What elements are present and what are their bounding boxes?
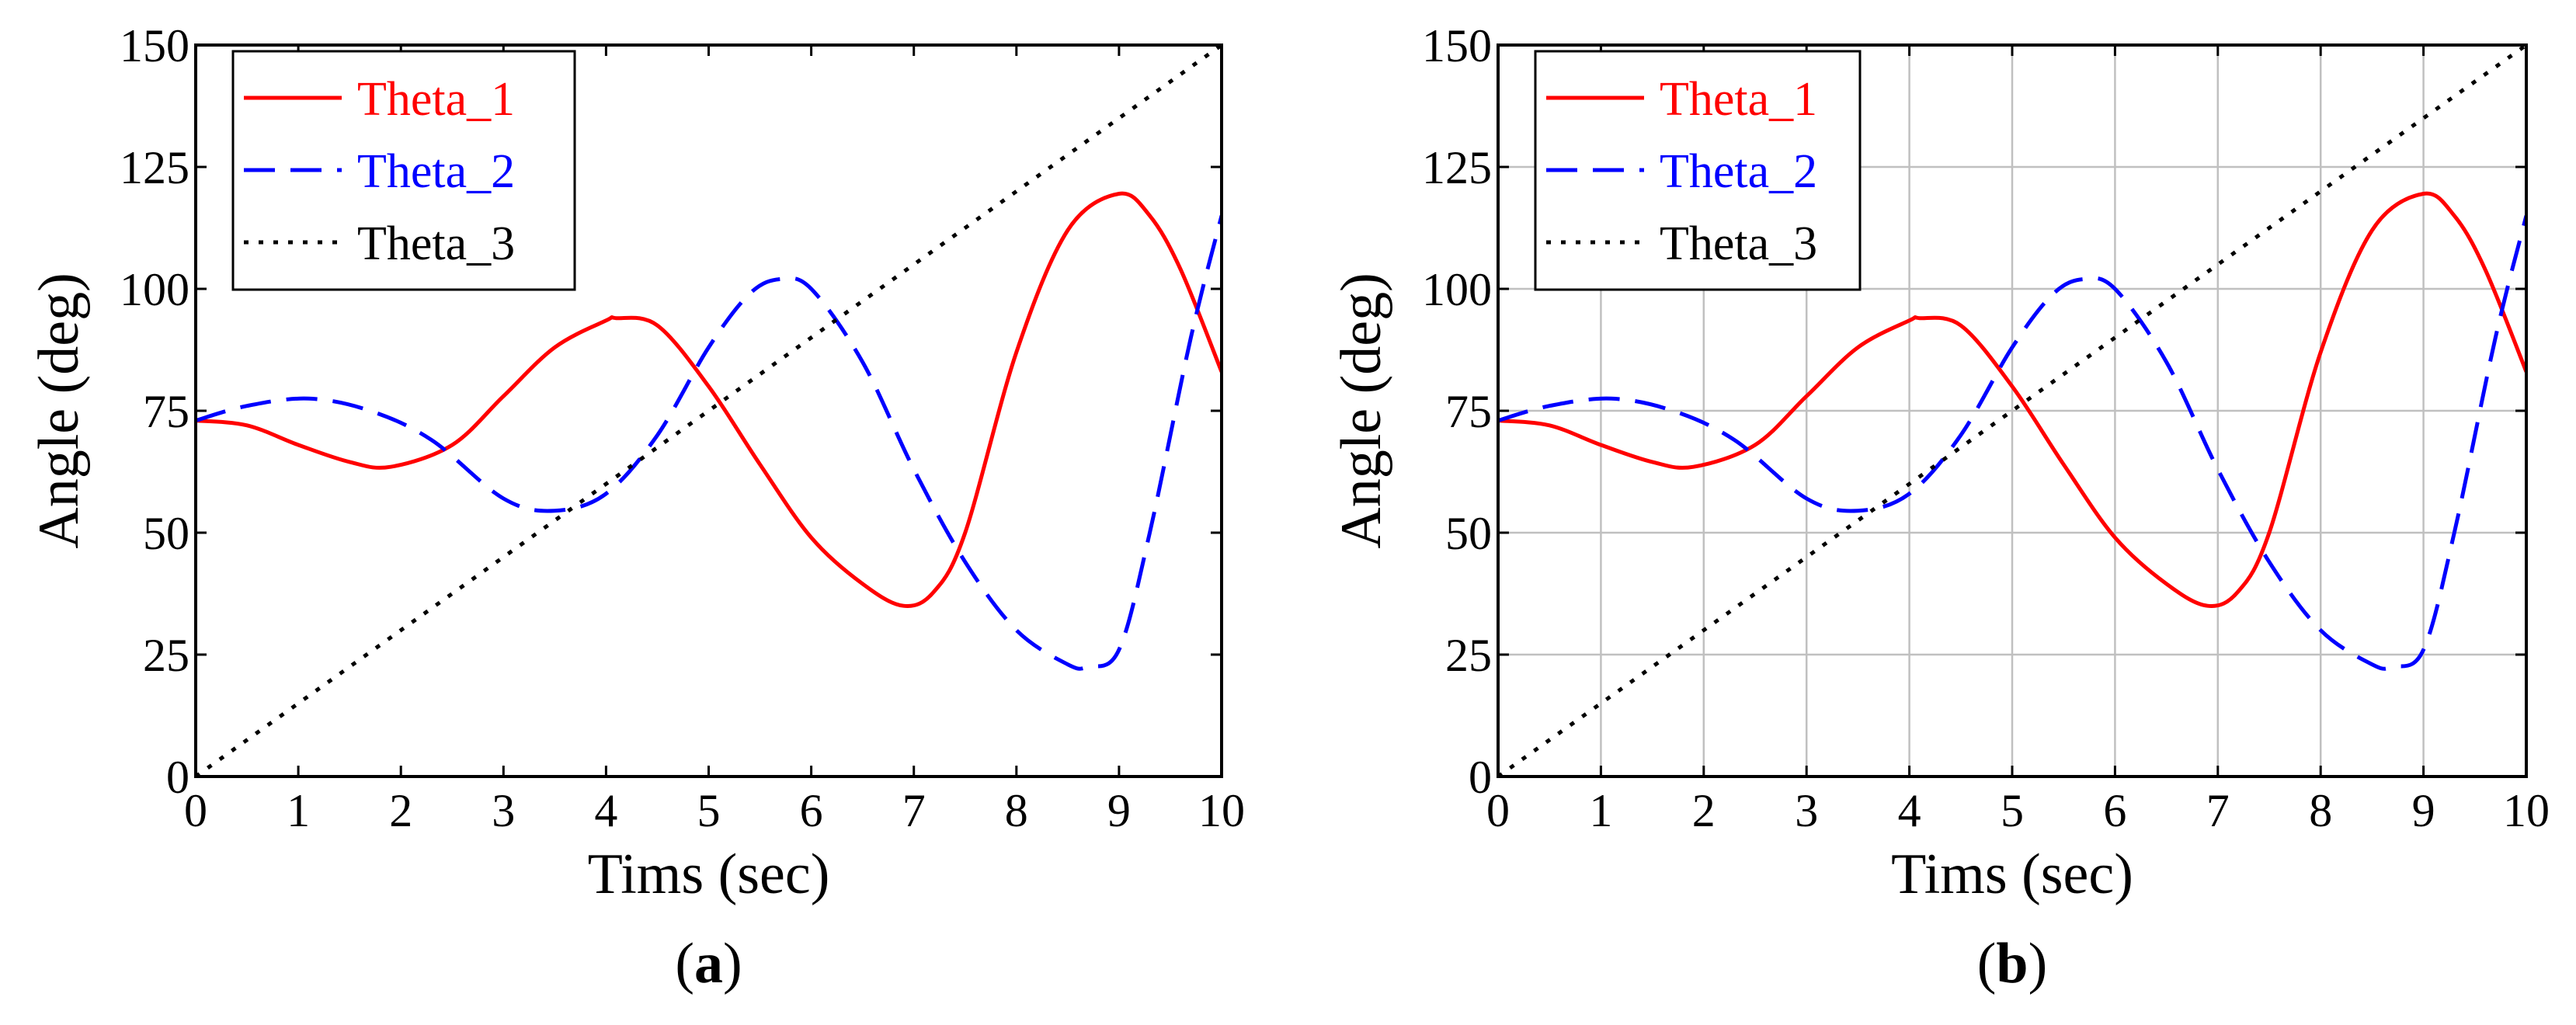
x-tick-label: 9 (2412, 785, 2435, 836)
panel-caption: (b) (1977, 932, 2047, 995)
y-tick-label: 125 (120, 142, 189, 193)
y-tick-label: 100 (120, 264, 189, 315)
series-line-theta-3 (1498, 45, 2526, 777)
y-tick-label: 0 (166, 752, 189, 803)
y-tick-label: 25 (1445, 630, 1492, 681)
x-tick-label: 3 (1795, 785, 1818, 836)
x-tick-label: 6 (2103, 785, 2126, 836)
x-tick-label: 2 (1692, 785, 1716, 836)
x-tick-label: 8 (2309, 785, 2332, 836)
panel-caption: (a) (675, 932, 742, 995)
legend-box (1534, 50, 1862, 291)
y-tick-label: 50 (143, 508, 189, 559)
legend-label: Theta_1 (357, 73, 515, 126)
legend-box (231, 50, 576, 291)
x-tick-label: 4 (1898, 785, 1921, 836)
legend-label: Theta_3 (357, 217, 515, 270)
x-tick-label: 8 (1005, 785, 1028, 836)
plot-frame (194, 43, 1223, 778)
x-tick-label: 10 (2503, 785, 2550, 836)
y-tick-label: 75 (1445, 386, 1492, 437)
legend-label: Theta_2 (1660, 145, 1817, 198)
x-tick-label: 1 (287, 785, 310, 836)
y-axis-label: Angle (deg) (1330, 273, 1393, 548)
panel-caption-letter: a (694, 932, 723, 995)
legend-label: Theta_1 (1660, 73, 1817, 126)
legend-label: Theta_2 (357, 145, 515, 198)
x-tick-label: 9 (1107, 785, 1131, 836)
series-line-theta-1 (196, 191, 1222, 608)
y-tick-label: 100 (1422, 264, 1492, 315)
x-tick-label: 1 (1589, 785, 1612, 836)
plot-frame (1497, 43, 2528, 778)
series-line-theta-2 (1498, 215, 2526, 671)
y-tick-label: 25 (143, 630, 189, 681)
x-tick-label: 6 (800, 785, 823, 836)
chart-panel-b: 0 1 2 3 4 5 6 7 8 9 100255075100125150Theta_1Theta… (1330, 20, 2550, 995)
panel-caption-letter: b (1996, 932, 2028, 995)
x-tick-label: 7 (2206, 785, 2230, 836)
series-line-theta-3 (196, 45, 1222, 777)
y-tick-label: 50 (1445, 508, 1492, 559)
y-tick-label: 125 (1422, 142, 1492, 193)
series-line-theta-1 (1498, 191, 2526, 608)
x-tick-label: 4 (594, 785, 617, 836)
x-tick-label: 3 (492, 785, 515, 836)
x-tick-label: 2 (389, 785, 412, 836)
y-tick-label: 0 (1469, 752, 1492, 803)
x-tick-label: 0 (184, 785, 207, 836)
chart-panel-a: 0 1 2 3 4 5 6 7 8 9 100255075100125150Theta_1Theta… (27, 20, 1245, 995)
y-axis-label: Angle (deg) (27, 273, 91, 548)
x-tick-label: 10 (1198, 785, 1245, 836)
y-tick-label: 75 (143, 386, 189, 437)
x-tick-label: 0 (1486, 785, 1510, 836)
y-tick-label: 150 (120, 20, 189, 71)
x-axis-label: Tims (sec) (1891, 843, 2133, 906)
y-tick-label: 150 (1422, 20, 1492, 71)
x-tick-label: 7 (902, 785, 926, 836)
x-tick-label: 5 (697, 785, 721, 836)
x-axis-label: Tims (sec) (588, 843, 830, 906)
series-line-theta-2 (196, 215, 1222, 671)
x-tick-label: 5 (2001, 785, 2024, 836)
legend-label: Theta_3 (1660, 217, 1817, 270)
